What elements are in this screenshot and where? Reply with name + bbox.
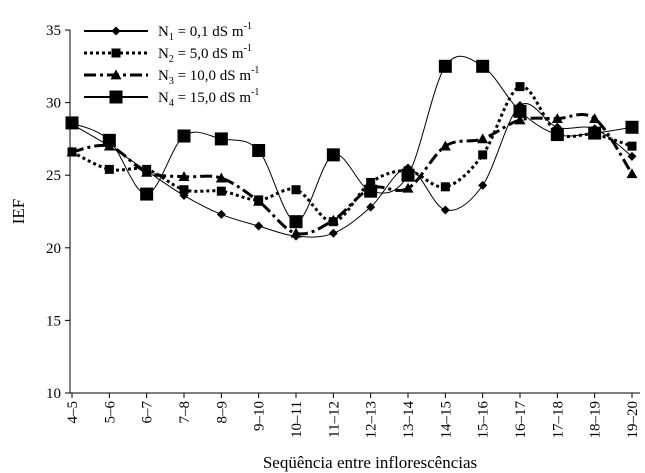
axes: 10 15 20 25 30 35 4–5 5–6 6–7 7–8 8–9 9–10 10–11 11–1… bbox=[46, 23, 641, 439]
series-3-point bbox=[327, 214, 339, 225]
series-3-point bbox=[402, 182, 414, 193]
series-3 bbox=[66, 112, 638, 238]
legend-marker bbox=[109, 90, 123, 104]
series-1-point bbox=[366, 202, 376, 212]
series-4-point bbox=[214, 132, 228, 146]
series-1-point bbox=[328, 228, 338, 238]
y-axis-title: IEF bbox=[9, 199, 28, 225]
series-2-point bbox=[440, 182, 450, 192]
series-3-point bbox=[477, 133, 489, 144]
x-tick-label: 5–6 bbox=[102, 401, 118, 424]
legend-item-1: N1 = 0,1 dS m-1 bbox=[84, 21, 252, 43]
series-3-point bbox=[626, 168, 638, 179]
series-1-point bbox=[216, 209, 226, 219]
series-1-point bbox=[440, 205, 450, 215]
x-tick-label: 11–12 bbox=[326, 401, 342, 438]
series-3-point bbox=[439, 140, 451, 151]
series-1-point bbox=[254, 221, 264, 231]
series-3-point bbox=[215, 172, 227, 183]
x-tick-label: 15–16 bbox=[476, 400, 492, 438]
series-2-point bbox=[627, 141, 637, 151]
legend-label: N1 = 0,1 dS m-1 bbox=[158, 21, 252, 43]
legend-marker bbox=[111, 48, 121, 58]
y-tick-label: 25 bbox=[46, 168, 61, 184]
y-tick-label: 20 bbox=[46, 241, 61, 257]
series-4-point bbox=[476, 59, 490, 73]
series-4-point bbox=[401, 168, 415, 182]
x-tick-label: 4–5 bbox=[65, 401, 81, 424]
series-2-point bbox=[104, 164, 114, 174]
y-tick-label: 35 bbox=[46, 23, 61, 39]
legend-label: N2 = 5,0 dS m-1 bbox=[158, 43, 252, 65]
series-4-line bbox=[71, 55, 633, 223]
series-1-point bbox=[627, 151, 637, 161]
x-tick-label: 17–18 bbox=[550, 401, 566, 439]
x-tick-label: 9–10 bbox=[252, 401, 268, 431]
legend-marker bbox=[110, 69, 122, 80]
series-4-point bbox=[364, 184, 378, 198]
series-4-point bbox=[140, 187, 154, 201]
series-3-line bbox=[71, 112, 634, 236]
series-3-point bbox=[178, 171, 190, 182]
x-tick-label: 12–13 bbox=[364, 401, 380, 439]
series-1-point bbox=[478, 180, 488, 190]
series-1-line bbox=[71, 103, 633, 238]
series-2-point bbox=[478, 150, 488, 160]
series-2-point bbox=[179, 185, 189, 195]
series-4-point bbox=[326, 148, 340, 162]
legend-label: N4 = 15,0 dS m-1 bbox=[158, 87, 259, 109]
series-4-point bbox=[513, 104, 527, 118]
y-tick-label: 10 bbox=[46, 386, 61, 402]
y-tick-label: 15 bbox=[46, 313, 61, 329]
legend-marker bbox=[111, 26, 121, 36]
series-4-point bbox=[438, 59, 452, 73]
x-tick-label: 6–7 bbox=[140, 401, 156, 424]
series-3-point bbox=[141, 166, 153, 177]
series-3-point bbox=[589, 113, 601, 123]
series-2-line bbox=[71, 85, 633, 224]
series-4-point bbox=[289, 215, 303, 229]
series-3-point bbox=[514, 114, 526, 125]
series-4-point bbox=[625, 120, 639, 134]
series-2-point bbox=[216, 186, 226, 196]
series-2-point bbox=[291, 185, 301, 195]
x-tick-label: 14–15 bbox=[438, 401, 454, 439]
x-tick-label: 8–9 bbox=[214, 401, 230, 424]
x-tick-label: 13–14 bbox=[401, 401, 417, 439]
series-3-point bbox=[551, 113, 563, 123]
series-4-point bbox=[65, 116, 79, 130]
series-4-point bbox=[177, 129, 191, 143]
x-tick-label: 10–11 bbox=[289, 401, 305, 438]
legend-item-4: N4 = 15,0 dS m-1 bbox=[84, 87, 259, 109]
series-4-point bbox=[550, 128, 564, 142]
legend-label: N3 = 10,0 dS m-1 bbox=[158, 65, 259, 87]
series-4 bbox=[65, 55, 639, 229]
series-4-point bbox=[588, 126, 602, 140]
x-tick-label: 18–19 bbox=[588, 401, 604, 439]
series-2-point bbox=[366, 177, 376, 187]
series-3-point bbox=[66, 146, 78, 157]
series-3-point bbox=[253, 195, 265, 206]
series-layer bbox=[65, 55, 639, 241]
series-4-point bbox=[102, 133, 116, 147]
series-4-point bbox=[252, 144, 266, 158]
y-tick-label: 30 bbox=[46, 96, 61, 112]
legend-item-2: N2 = 5,0 dS m-1 bbox=[84, 43, 252, 65]
series-2-point bbox=[515, 82, 525, 92]
x-axis-title: Seqüência entre inflorescências bbox=[263, 453, 477, 472]
legend-item-3: N3 = 10,0 dS m-1 bbox=[84, 65, 259, 87]
x-tick-label: 19–20 bbox=[625, 401, 641, 439]
legend: N1 = 0,1 dS m-1N2 = 5,0 dS m-1N3 = 10,0 … bbox=[84, 21, 259, 109]
x-tick-label: 16–17 bbox=[513, 401, 529, 439]
x-tick-label: 7–8 bbox=[177, 401, 193, 424]
series-3-point bbox=[290, 227, 302, 238]
